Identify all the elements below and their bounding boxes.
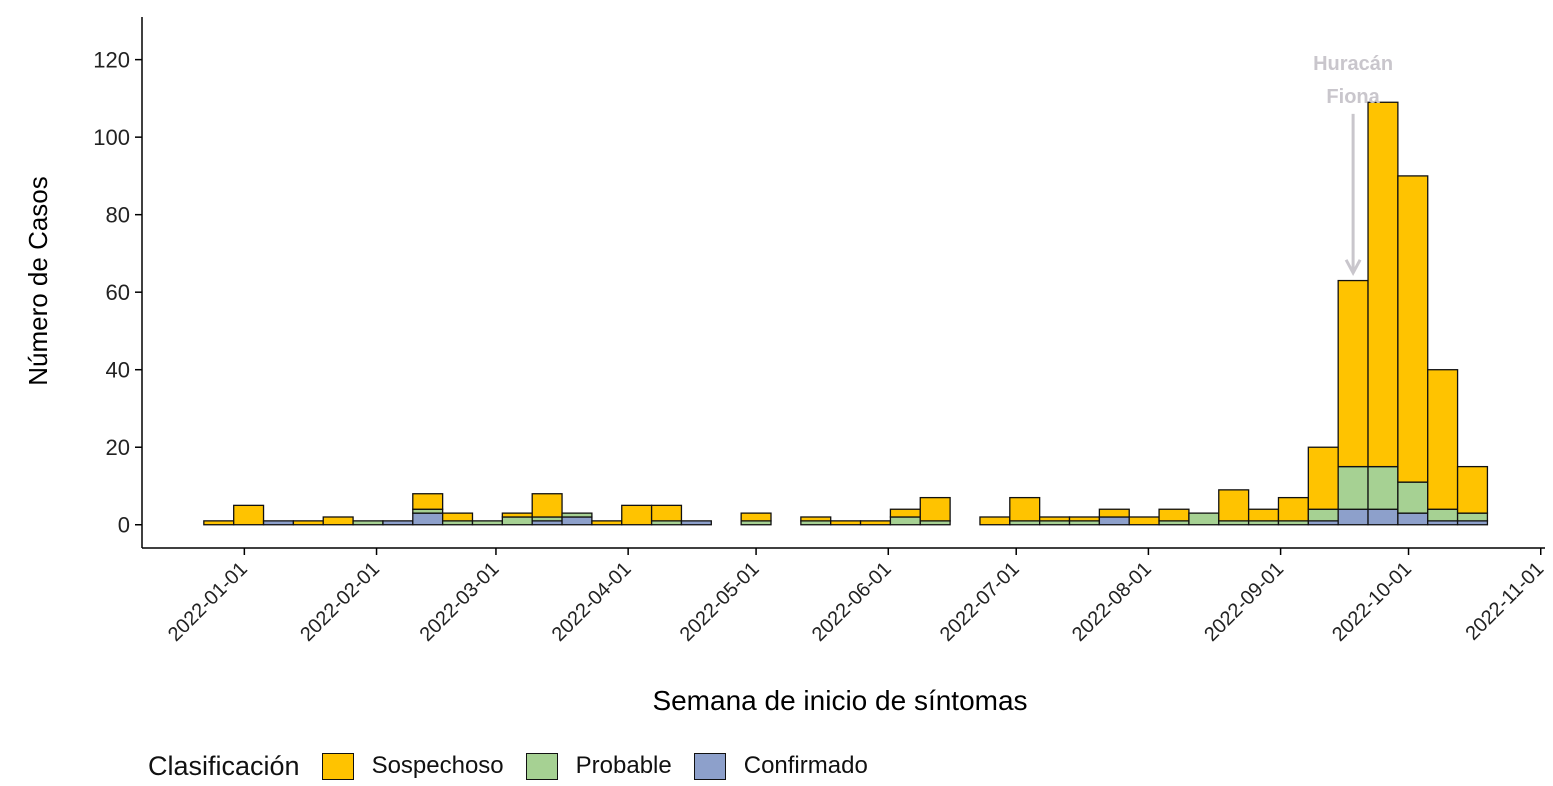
bar-2022-08-07-sospechoso	[1158, 508, 1190, 522]
bars-layer	[203, 101, 1489, 526]
x-tick-label-2022-03-01: 2022-03-01	[416, 558, 504, 646]
legend-title: Clasificación	[148, 750, 300, 781]
annotation-text-line-1: Huracán	[1313, 53, 1393, 75]
y-tick-label-120: 120	[93, 48, 130, 73]
y-tick-label-40: 40	[106, 358, 130, 383]
bar-2022-01-02-sospechoso	[233, 504, 265, 526]
stacked-bar-chart: 0 20 40 60 80 100 120 2022-01-01 2022-02-01 2022-…	[23, 17, 1548, 716]
legend-swatch-sospechoso	[321, 752, 354, 780]
bar-2022-10-09-probable	[1427, 508, 1459, 522]
bar-2022-06-12-sospechoso	[919, 496, 951, 522]
bar-2022-10-02-confirmado	[1397, 512, 1429, 526]
bar-2022-02-06-confirmado	[382, 520, 414, 526]
y-axis-title: Número de Casos	[23, 176, 53, 386]
bar-2022-09-25-confirmado	[1367, 508, 1399, 526]
bar-2022-08-14-probable	[1188, 512, 1220, 526]
bar-2022-03-06-sospechoso	[501, 512, 533, 518]
x-tick-label-2022-06-01: 2022-06-01	[808, 558, 896, 646]
y-tick-label-60: 60	[106, 280, 130, 305]
bar-2022-10-16-probable	[1456, 512, 1489, 522]
bar-2022-02-13-sospechoso	[412, 493, 444, 510]
y-tick-label-20: 20	[106, 435, 130, 460]
bar-2022-04-17-confirmado	[680, 520, 712, 526]
x-tick-label-2022-08-01: 2022-08-01	[1068, 558, 1156, 646]
bar-2022-01-09-confirmado	[262, 520, 295, 526]
annotation-layer: Huracán Fiona	[1313, 53, 1393, 276]
bar-2022-07-10-sospechoso	[1039, 516, 1071, 522]
bar-2022-10-16-sospechoso	[1456, 465, 1489, 514]
bar-2022-09-04-sospechoso	[1277, 496, 1309, 522]
x-tick-label-2022-02-01: 2022-02-01	[296, 558, 384, 646]
x-tick-label-2022-07-01: 2022-07-01	[936, 558, 1024, 646]
bar-2022-02-13-confirmado	[412, 512, 444, 526]
legend-item-confirmado: Confirmado	[693, 752, 868, 780]
annotation-arrow-head	[1344, 259, 1362, 276]
bar-2022-05-01-sospechoso	[740, 512, 772, 522]
x-tick-label-2022-05-01: 2022-05-01	[676, 558, 764, 646]
bar-2021-12-26-sospechoso	[203, 520, 235, 526]
bar-2022-07-03-sospechoso	[1009, 496, 1041, 522]
bar-2022-10-02-sospechoso	[1397, 175, 1429, 483]
legend-item-sospechoso: Sospechoso	[321, 752, 504, 780]
bar-2022-05-22-sospechoso	[830, 520, 862, 526]
x-tick-label-2022-11-01: 2022-11-01	[1461, 558, 1548, 645]
axes-layer: 0 20 40 60 80 100 120 2022-01-01 2022-02-01 2022-…	[93, 17, 1548, 646]
x-axis-title: Semana de inicio de síntomas	[652, 685, 1027, 716]
bar-2022-09-18-sospechoso	[1337, 279, 1369, 468]
x-tick-label-2022-10-01: 2022-10-01	[1328, 558, 1416, 646]
y-tick-label-80: 80	[106, 203, 130, 228]
legend-swatch-confirmado	[693, 752, 726, 780]
legend-label-confirmado: Confirmado	[743, 752, 868, 779]
bar-2022-02-20-sospechoso	[441, 512, 474, 522]
bar-2022-01-16-sospechoso	[292, 520, 324, 526]
legend: Clasificación Sospechoso Probable Confir…	[148, 746, 890, 786]
bar-2022-09-25-probable	[1367, 465, 1399, 510]
bar-2022-08-21-sospechoso	[1218, 489, 1250, 522]
x-tick-label-2022-01-01: 2022-01-01	[164, 558, 252, 646]
bar-2022-09-25-sospechoso	[1367, 101, 1399, 468]
bar-2022-06-05-probable	[889, 516, 921, 526]
legend-label-probable: Probable	[575, 752, 672, 779]
bar-2022-04-10-sospechoso	[650, 504, 683, 522]
bar-2022-07-24-sospechoso	[1098, 508, 1130, 518]
bar-2022-07-24-confirmado	[1098, 516, 1130, 526]
bar-2022-02-27-probable	[471, 520, 503, 526]
bar-2022-04-03-sospechoso	[621, 504, 653, 526]
legend-label-sospechoso: Sospechoso	[371, 752, 504, 779]
annotation-text-line-2: Fiona	[1326, 86, 1380, 108]
y-tick-label-0: 0	[118, 513, 130, 538]
bar-2022-09-11-sospechoso	[1307, 446, 1339, 510]
bar-2022-03-06-probable	[501, 516, 533, 526]
bar-2022-03-20-confirmado	[561, 516, 593, 526]
bar-2022-08-28-sospechoso	[1247, 508, 1280, 522]
y-tick-label-100: 100	[93, 125, 130, 150]
bar-2022-09-11-probable	[1307, 508, 1339, 522]
bar-2022-07-17-sospechoso	[1068, 516, 1101, 522]
bar-2022-09-18-confirmado	[1337, 508, 1369, 526]
legend-item-probable: Probable	[525, 752, 672, 780]
bar-2022-05-15-sospechoso	[800, 516, 832, 522]
bar-2022-01-23-sospechoso	[322, 516, 354, 526]
legend-swatch-probable	[525, 752, 558, 780]
bar-2022-07-31-sospechoso	[1128, 516, 1160, 526]
bar-2022-06-26-sospechoso	[979, 516, 1011, 526]
bar-2022-06-05-sospechoso	[889, 508, 921, 518]
bar-2022-09-18-probable	[1337, 465, 1369, 510]
bar-2022-10-02-probable	[1397, 481, 1429, 514]
bar-2022-01-30-probable	[352, 520, 384, 526]
bar-2022-03-20-probable	[561, 512, 593, 518]
x-tick-label-2022-09-01: 2022-09-01	[1200, 558, 1288, 646]
bar-2022-10-09-sospechoso	[1427, 369, 1459, 510]
bar-2022-03-13-sospechoso	[531, 493, 563, 518]
x-tick-label-2022-04-01: 2022-04-01	[548, 558, 636, 646]
bar-2022-05-29-sospechoso	[859, 520, 892, 526]
bar-2022-03-27-sospechoso	[591, 520, 623, 526]
